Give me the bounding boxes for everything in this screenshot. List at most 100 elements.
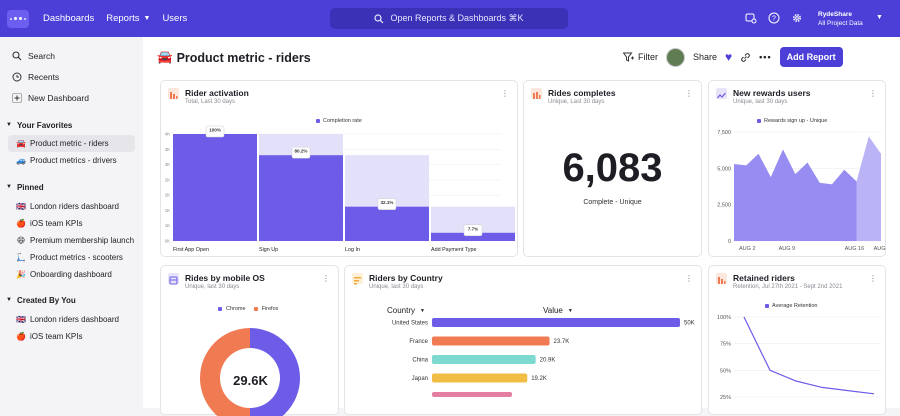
legend-label: Completion rate [323, 118, 362, 124]
uk-flag-icon: 🇬🇧 [16, 202, 26, 211]
drag-handle-icon[interactable]: ⋮ [501, 89, 509, 98]
uk-flag-icon: 🇬🇧 [16, 315, 26, 324]
account-scope: All Project Data [818, 20, 863, 27]
drag-handle-icon[interactable]: ⋮ [685, 274, 693, 283]
drag-handle-icon[interactable]: ⋮ [869, 89, 877, 98]
sidebar-item-london-riders[interactable]: 🇬🇧 London riders dashboard [0, 198, 143, 215]
country-bar [432, 373, 528, 383]
card-title: New rewards users [733, 88, 811, 98]
sidebar-search[interactable]: Search [0, 45, 143, 66]
y-tick-label: 1K [165, 208, 170, 213]
scooter-emoji-icon: 🛴 [16, 253, 26, 262]
legend-swatch [757, 119, 761, 123]
card-riders-by-country[interactable]: Riders by Country Unique, last 30 days ⋮… [344, 265, 702, 415]
value-column-header[interactable]: Value ▼ [543, 306, 573, 315]
card-new-rewards-users[interactable]: New rewards users Unique, last 30 days ⋮… [708, 80, 887, 257]
legend-label: Rewards sign up - Unique [764, 118, 828, 124]
card-subtitle: Unique, last 30 days [185, 284, 240, 290]
legend-swatch [316, 119, 320, 123]
sidebar-item-label: Product metrics - scooters [30, 253, 123, 262]
apple-emoji-icon: 🍎 [16, 332, 26, 341]
sidebar-item-product-metrics-scooters[interactable]: 🛴 Product metrics - scooters [0, 249, 143, 266]
pinned-section-toggle[interactable]: ▼ Pinned [0, 180, 143, 194]
country-bar [432, 336, 550, 346]
x-tick-label: AUG 9 [779, 246, 796, 252]
user-avatar[interactable] [666, 47, 685, 67]
x-tick-label: AUG 2 [739, 246, 756, 252]
copy-link-icon[interactable] [740, 52, 751, 63]
sidebar-item-premium-membership[interactable]: 😄 Premium membership launch [0, 232, 143, 249]
app-logo[interactable] [7, 9, 29, 28]
y-tick-label: 5,000 [717, 166, 731, 172]
favorites-section-toggle[interactable]: ▼ Your Favorites [0, 118, 143, 132]
filter-button[interactable]: Filter [623, 52, 658, 62]
y-tick-label: 4K [165, 132, 170, 137]
chevron-down-icon[interactable]: ▼ [876, 14, 883, 21]
x-tick-label: First App Open [173, 247, 209, 253]
data-label-box [291, 146, 311, 159]
conversion-bar [259, 155, 343, 241]
data-label: 80.2% [294, 149, 307, 154]
search-placeholder: Open Reports & Dashboards ⌘K [390, 13, 524, 23]
chevron-down-icon: ▼ [6, 184, 12, 190]
page-title-text: Product metric - riders [176, 50, 311, 65]
partial-period-overlay [856, 132, 881, 241]
card-rides-by-mobile-os[interactable]: Rides by mobile OS Unique, last 30 days … [160, 265, 339, 416]
settings-gear-icon[interactable] [790, 11, 804, 25]
metric-label: Complete - Unique [583, 199, 642, 206]
sidebar-item-product-metric-riders[interactable]: 🚘 Product metric - riders [8, 135, 135, 152]
donut-slice [250, 328, 300, 416]
add-report-button[interactable]: Add Report [779, 47, 843, 67]
sidebar: Search Recents New Dashboard ▼ Your Favor… [0, 37, 143, 408]
new-rewards-chart: 7,500 5,000 2,500 0 AUG 2 AUG 9 AUG 16 AUG 6 [717, 130, 887, 252]
nav-users[interactable]: Users [156, 13, 193, 24]
nav-reports[interactable]: Reports ▼ [100, 13, 156, 24]
legend-label: Chrome [226, 306, 246, 312]
global-search-input[interactable]: Open Reports & Dashboards ⌘K [330, 8, 568, 29]
notification-icon[interactable] [744, 11, 758, 25]
sidebar-recents-label: Recents [28, 71, 60, 82]
taxi-emoji-icon: 🚙 [16, 156, 26, 165]
drag-handle-icon[interactable]: ⋮ [869, 274, 877, 283]
favorite-heart-icon[interactable]: ♥ [725, 50, 733, 64]
sidebar-item-london-riders-created[interactable]: 🇬🇧 London riders dashboard [0, 311, 143, 328]
y-tick-label: 2K [165, 177, 170, 182]
car-emoji-icon: 🚘 [157, 50, 173, 64]
legend-swatch [765, 304, 769, 308]
conversion-bar [431, 232, 515, 241]
dropoff-bar [345, 155, 429, 207]
card-subtitle: Unique, last 30 days [369, 284, 424, 290]
more-options-icon[interactable]: ••• [759, 52, 772, 62]
help-icon[interactable]: ? [767, 11, 781, 25]
card-rider-activation[interactable]: Rider activation Total, Last 30 days ⋮ C… [160, 80, 518, 257]
share-label: Share [693, 52, 718, 62]
sidebar-item-product-metrics-drivers[interactable]: 🚙 Product metrics - drivers [0, 152, 143, 169]
y-tick-label: 3K [165, 162, 170, 167]
data-label: 100% [209, 128, 221, 133]
data-label: 32.1% [380, 200, 393, 205]
card-title: Riders by Country [369, 273, 443, 283]
share-button[interactable]: Share [693, 52, 717, 62]
sidebar-item-ios-team-kpis-created[interactable]: 🍎 iOS team KPIs [0, 328, 143, 345]
metric-value: 6,083 [562, 146, 663, 190]
sidebar-new-dashboard[interactable]: New Dashboard [0, 87, 143, 108]
card-retained-riders[interactable]: Retained riders Retention, Jul 27th 2021… [708, 265, 886, 415]
drag-handle-icon[interactable]: ⋮ [685, 89, 693, 98]
sidebar-recents[interactable]: Recents [0, 66, 143, 87]
sidebar-item-ios-team-kpis[interactable]: 🍎 iOS team KPIs [0, 215, 143, 232]
party-emoji-icon: 🎉 [16, 270, 26, 279]
created-section-toggle[interactable]: ▼ Created By You [0, 293, 143, 307]
pie-chart-icon [168, 273, 179, 285]
country-column-header[interactable]: Country ▼ [387, 306, 425, 315]
nav-dashboards[interactable]: Dashboards [37, 13, 100, 24]
drag-handle-icon[interactable]: ⋮ [322, 274, 330, 283]
retained-riders-chart: 100% 75% 50% 25% [717, 315, 881, 401]
country-label: Japan [412, 376, 428, 382]
mobile-os-chart [200, 328, 300, 416]
sidebar-item-onboarding[interactable]: 🎉 Onboarding dashboard [0, 266, 143, 283]
y-tick-label: 2K [165, 193, 170, 198]
clock-icon [12, 72, 22, 81]
card-rides-completes[interactable]: Rides completes Unique, Last 30 days ⋮ 6… [523, 80, 702, 257]
account-switcher[interactable]: RydeShare All Project Data [818, 10, 863, 28]
data-label: 7.7% [468, 226, 478, 231]
